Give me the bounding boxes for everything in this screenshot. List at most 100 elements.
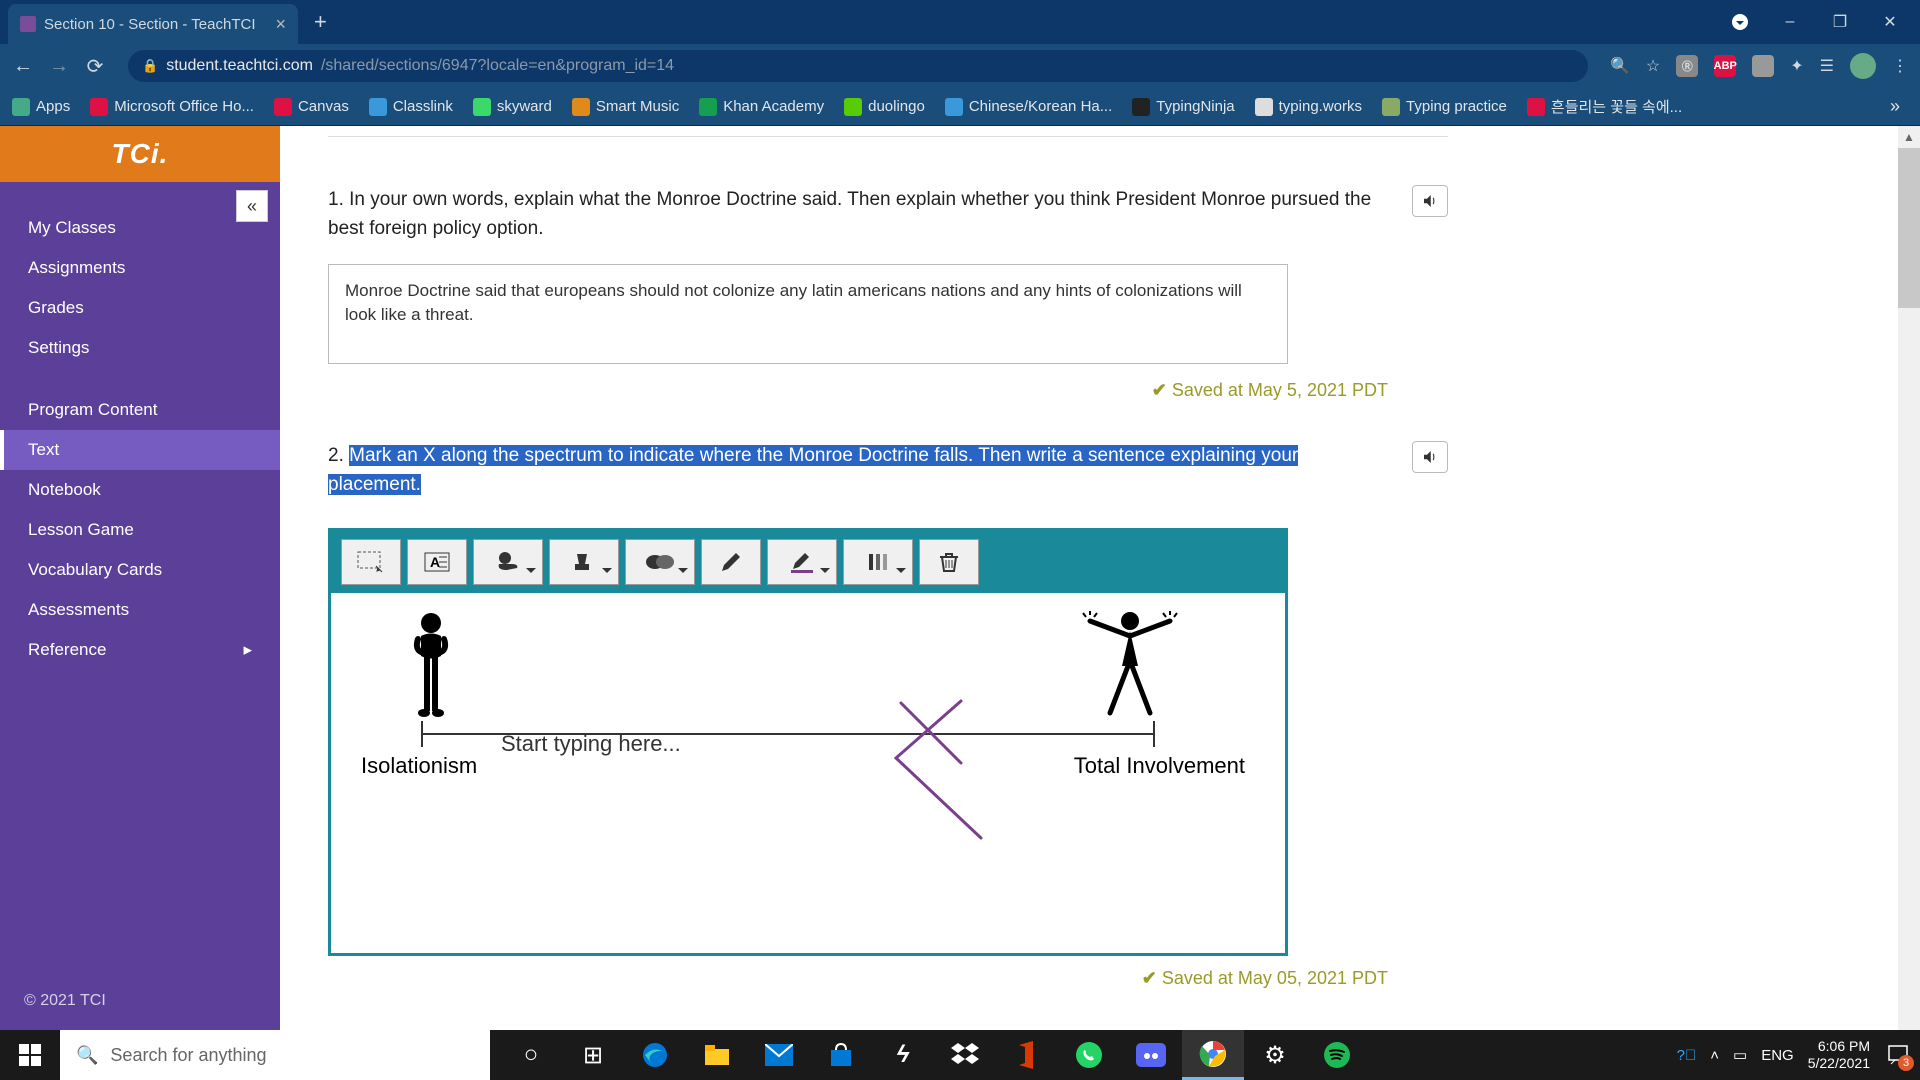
profile-avatar[interactable]: [1850, 53, 1876, 79]
office-icon[interactable]: [996, 1030, 1058, 1080]
forward-icon[interactable]: →: [48, 55, 70, 78]
back-icon[interactable]: ←: [12, 55, 34, 78]
settings-icon[interactable]: ⚙: [1244, 1030, 1306, 1080]
scrollbar[interactable]: ▲: [1898, 126, 1920, 1030]
bookmark-item[interactable]: duolingo: [844, 98, 925, 116]
app-icon-1[interactable]: ϟ: [872, 1030, 934, 1080]
bookmark-item[interactable]: typing.works: [1255, 98, 1362, 116]
drawing-canvas[interactable]: Isolationism Total Involvement Start typ…: [331, 593, 1285, 953]
bookmark-favicon: [1255, 98, 1273, 116]
highlighter-tool[interactable]: [767, 539, 837, 585]
sidebar-item[interactable]: Settings: [0, 328, 280, 368]
question-1-number: 1.: [328, 189, 344, 210]
sidebar-item[interactable]: Vocabulary Cards: [0, 550, 280, 590]
bookmark-item[interactable]: Apps: [12, 98, 70, 116]
time-text: 6:06 PM: [1808, 1038, 1870, 1055]
mail-icon[interactable]: [748, 1030, 810, 1080]
audio-button-q2[interactable]: [1412, 441, 1448, 473]
store-icon[interactable]: [810, 1030, 872, 1080]
scroll-up-icon[interactable]: ▲: [1898, 126, 1920, 148]
sidebar-item[interactable]: Program Content: [0, 390, 280, 430]
user-x-mark[interactable]: [891, 693, 1001, 843]
copyright-text: © 2021 TCI: [0, 972, 280, 1030]
clock[interactable]: 6:06 PM 5/22/2021: [1808, 1038, 1870, 1072]
zoom-icon[interactable]: 🔍: [1610, 56, 1630, 76]
sidebar-item[interactable]: Notebook: [0, 470, 280, 510]
window-controls: – ❐ ✕: [1730, 12, 1920, 32]
scroll-thumb[interactable]: [1898, 148, 1920, 308]
stamp-tool[interactable]: [473, 539, 543, 585]
bookmark-item[interactable]: Chinese/Korean Ha...: [945, 98, 1112, 116]
reload-icon[interactable]: ⟳: [84, 54, 106, 79]
bookmark-item[interactable]: skyward: [473, 98, 552, 116]
search-icon: 🔍: [76, 1045, 98, 1066]
battery-icon[interactable]: ▭: [1733, 1046, 1747, 1064]
sidebar-item[interactable]: Assignments: [0, 248, 280, 288]
new-tab-button[interactable]: +: [314, 9, 327, 35]
bookmarks-overflow-icon[interactable]: »: [1890, 96, 1908, 117]
system-tray: ?⃝ ˄ ▭ ENG 6:06 PM 5/22/2021 3: [1677, 1038, 1920, 1072]
logo[interactable]: TCi.: [0, 126, 280, 182]
bookmark-item[interactable]: Khan Academy: [699, 98, 824, 116]
text-tool[interactable]: A: [407, 539, 467, 585]
fill-tool[interactable]: [549, 539, 619, 585]
reading-list-icon[interactable]: ☰: [1820, 56, 1834, 76]
tab-close-icon[interactable]: ×: [275, 14, 286, 35]
sidebar-item[interactable]: Assessments: [0, 590, 280, 630]
whatsapp-icon[interactable]: [1058, 1030, 1120, 1080]
audio-button-q1[interactable]: [1412, 185, 1448, 217]
shape-tool[interactable]: [625, 539, 695, 585]
sidebar-item-label: Program Content: [28, 400, 157, 420]
sidebar-collapse-button[interactable]: «: [236, 190, 268, 222]
notifications-icon[interactable]: 3: [1884, 1041, 1912, 1069]
sidebar-item-label: Vocabulary Cards: [28, 560, 162, 580]
sidebar-item[interactable]: Text: [0, 430, 280, 470]
bookmark-item[interactable]: Smart Music: [572, 98, 679, 116]
browser-tab[interactable]: Section 10 - Section - TeachTCI ×: [8, 4, 298, 44]
abp-extension-icon[interactable]: ABP: [1714, 55, 1736, 77]
sidebar-item-label: Notebook: [28, 480, 101, 500]
maximize-icon[interactable]: ❐: [1830, 12, 1850, 32]
bookmark-item[interactable]: TypingNinja: [1132, 98, 1234, 116]
minimize-icon[interactable]: –: [1780, 12, 1800, 32]
edge-icon[interactable]: [624, 1030, 686, 1080]
bookmark-item[interactable]: Canvas: [274, 98, 349, 116]
file-explorer-icon[interactable]: [686, 1030, 748, 1080]
close-window-icon[interactable]: ✕: [1880, 12, 1900, 32]
bookmark-item[interactable]: Classlink: [369, 98, 453, 116]
canvas-text-placeholder[interactable]: Start typing here...: [501, 731, 681, 757]
sidebar-item[interactable]: Grades: [0, 288, 280, 328]
bookmark-favicon: [844, 98, 862, 116]
taskbar-search[interactable]: 🔍 Search for anything: [60, 1030, 490, 1080]
extension-icon-1[interactable]: Ⓡ: [1676, 55, 1698, 77]
pencil-tool[interactable]: [701, 539, 761, 585]
dropbox-icon[interactable]: [934, 1030, 996, 1080]
tab-title: Section 10 - Section - TeachTCI: [44, 16, 256, 33]
sidebar-item[interactable]: Lesson Game: [0, 510, 280, 550]
windows-taskbar: 🔍 Search for anything ○ ⊞ ϟ ⚙ ?⃝ ˄ ▭ ENG…: [0, 1030, 1920, 1080]
task-view-icon[interactable]: ⊞: [562, 1030, 624, 1080]
account-icon[interactable]: [1730, 12, 1750, 32]
bookmark-item[interactable]: Typing practice: [1382, 98, 1507, 116]
discord-icon[interactable]: [1120, 1030, 1182, 1080]
start-button[interactable]: [0, 1030, 60, 1080]
bookmark-item[interactable]: Microsoft Office Ho...: [90, 98, 254, 116]
menu-icon[interactable]: ⋮: [1892, 56, 1908, 76]
cortana-icon[interactable]: ○: [500, 1030, 562, 1080]
language-indicator[interactable]: ENG: [1761, 1047, 1794, 1064]
line-tool[interactable]: [843, 539, 913, 585]
sidebar-item[interactable]: Reference▸: [0, 630, 280, 670]
question-1-text: 1. In your own words, explain what the M…: [328, 185, 1396, 244]
extension-icon-3[interactable]: [1752, 55, 1774, 77]
url-input[interactable]: 🔒 student.teachtci.com/shared/sections/6…: [128, 50, 1588, 82]
chrome-icon[interactable]: [1182, 1030, 1244, 1080]
help-icon[interactable]: ?⃝: [1677, 1047, 1697, 1064]
select-tool[interactable]: [341, 539, 401, 585]
spotify-icon[interactable]: [1306, 1030, 1368, 1080]
answer-textarea-q1[interactable]: Monroe Doctrine said that europeans shou…: [328, 264, 1288, 364]
extensions-icon[interactable]: ✦: [1790, 56, 1803, 76]
delete-tool[interactable]: [919, 539, 979, 585]
tray-chevron-icon[interactable]: ˄: [1710, 1047, 1719, 1064]
bookmark-item[interactable]: 흔들리는 꽃들 속에...: [1527, 96, 1682, 117]
bookmark-star-icon[interactable]: ☆: [1646, 56, 1660, 76]
